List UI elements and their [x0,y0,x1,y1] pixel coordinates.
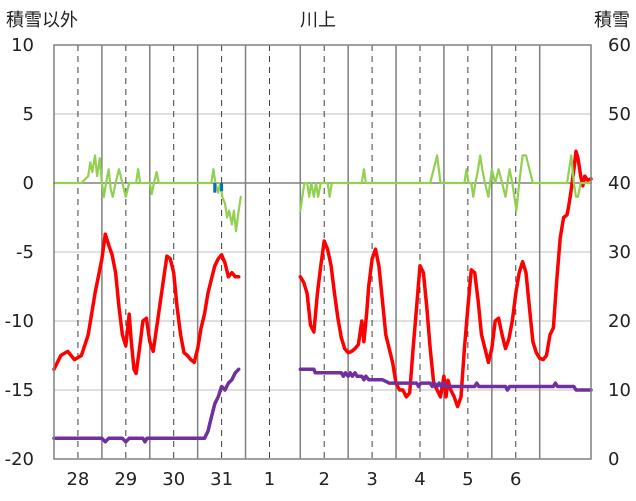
tick-labels: 10 60 5 50 0 40 -5 30 -10 20 -15 10 -20 0 28 29 30 31 1 2 3 4… [5,35,631,490]
x-day-label: 1 [264,469,275,490]
x-day-label: 29 [114,469,137,490]
y-left-tick-label: -20 [5,449,34,470]
x-day-label: 6 [510,469,521,490]
y-right-tick-label: 20 [608,311,631,332]
y-right-tick-label: 40 [608,173,631,194]
y-right-tick-label: 60 [608,35,631,56]
y-right-tick-label: 30 [608,242,631,263]
x-day-label: 31 [210,469,233,490]
x-day-label: 4 [414,469,425,490]
left-axis-title: 積雪以外 [6,10,78,31]
y-left-tick-label: -10 [5,311,34,332]
snow-depth-line [298,367,593,392]
y-left-tick-label: -15 [5,380,34,401]
precip-bar [220,183,224,192]
temperature-line [52,232,241,376]
chart-title: 川上 [300,10,336,31]
precip-bar [213,183,217,193]
x-day-label: 2 [318,469,329,490]
x-day-label: 5 [462,469,473,490]
y-left-tick-label: 0 [23,173,34,194]
temp-change-line [52,154,242,233]
temp-change-line [299,154,593,212]
temperature-line [298,149,593,409]
x-day-label: 30 [162,469,185,490]
plot-frame [53,44,592,460]
y-right-tick-label: 50 [608,104,631,125]
snow-depth-line [52,367,241,444]
right-axis-title: 積雪 [594,10,630,31]
y-right-tick-label: 0 [608,449,619,470]
y-right-tick-label: 10 [608,380,631,401]
series-layer [52,149,593,444]
x-day-label: 28 [66,469,89,490]
x-day-label: 3 [366,469,377,490]
y-left-tick-label: -5 [16,242,34,263]
y-left-tick-label: 10 [11,35,34,56]
y-left-tick-label: 5 [23,104,34,125]
